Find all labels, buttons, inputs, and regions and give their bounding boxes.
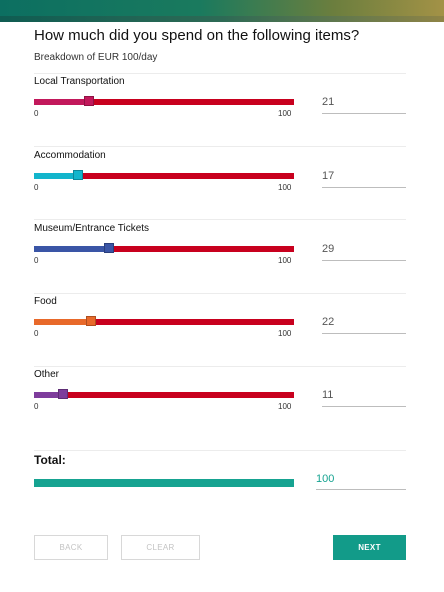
slider-fill xyxy=(34,319,92,325)
question-subtitle: Breakdown of EUR 100/day xyxy=(34,52,158,63)
slider-handle[interactable] xyxy=(104,243,115,253)
slider-min-label: 0 xyxy=(34,183,39,192)
divider xyxy=(34,450,406,451)
slider-max-label: 100 xyxy=(278,329,292,338)
slider-label: Local Transportation xyxy=(34,76,125,87)
value-input[interactable] xyxy=(322,93,406,114)
slider-label: Museum/Entrance Tickets xyxy=(34,223,150,234)
slider-track[interactable] xyxy=(34,96,294,106)
slider-item-accommodation: Accommodation 0 100 xyxy=(0,150,444,220)
slider-item-local-transportation: Local Transportation 0 100 xyxy=(0,76,444,146)
divider xyxy=(34,73,406,74)
slider-item-other: Other 0 100 xyxy=(0,369,444,439)
slider-handle[interactable] xyxy=(83,96,94,106)
slider-fill xyxy=(34,99,89,105)
slider-track[interactable] xyxy=(34,170,294,180)
slider-label: Other xyxy=(34,369,60,380)
slider-max-label: 100 xyxy=(278,402,292,411)
slider-min-label: 0 xyxy=(34,109,39,118)
slider-fill xyxy=(34,173,79,179)
next-button[interactable]: NEXT xyxy=(333,535,406,560)
total-bar xyxy=(34,479,294,487)
slider-handle[interactable] xyxy=(57,389,68,399)
total-value: 100 xyxy=(316,473,406,490)
slider-handle[interactable] xyxy=(86,316,97,326)
value-input[interactable] xyxy=(322,386,406,407)
slider-min-label: 0 xyxy=(34,329,39,338)
value-input[interactable] xyxy=(322,167,406,188)
slider-track[interactable] xyxy=(34,316,294,326)
slider-item-food: Food 0 100 xyxy=(0,296,444,366)
slider-min-label: 0 xyxy=(34,256,39,265)
divider xyxy=(34,146,406,147)
slider-handle[interactable] xyxy=(73,170,84,180)
divider xyxy=(34,293,406,294)
header-bar xyxy=(0,0,444,22)
slider-max-label: 100 xyxy=(278,256,292,265)
value-input[interactable] xyxy=(322,240,406,261)
slider-fill xyxy=(34,392,63,398)
slider-min-label: 0 xyxy=(34,402,39,411)
divider xyxy=(34,366,406,367)
slider-label: Accommodation xyxy=(34,150,106,161)
slider-item-museum-tickets: Museum/Entrance Tickets 0 100 xyxy=(0,223,444,293)
slider-label: Food xyxy=(34,296,57,307)
value-input[interactable] xyxy=(322,313,406,334)
total-label: Total: xyxy=(34,453,66,467)
clear-button[interactable]: CLEAR xyxy=(121,535,200,560)
slider-max-label: 100 xyxy=(278,183,292,192)
slider-max-label: 100 xyxy=(278,109,292,118)
slider-fill xyxy=(34,246,110,252)
question-title: How much did you spend on the following … xyxy=(34,27,360,44)
slider-track[interactable] xyxy=(34,243,294,253)
divider xyxy=(34,219,406,220)
slider-track[interactable] xyxy=(34,389,294,399)
back-button[interactable]: BACK xyxy=(34,535,108,560)
